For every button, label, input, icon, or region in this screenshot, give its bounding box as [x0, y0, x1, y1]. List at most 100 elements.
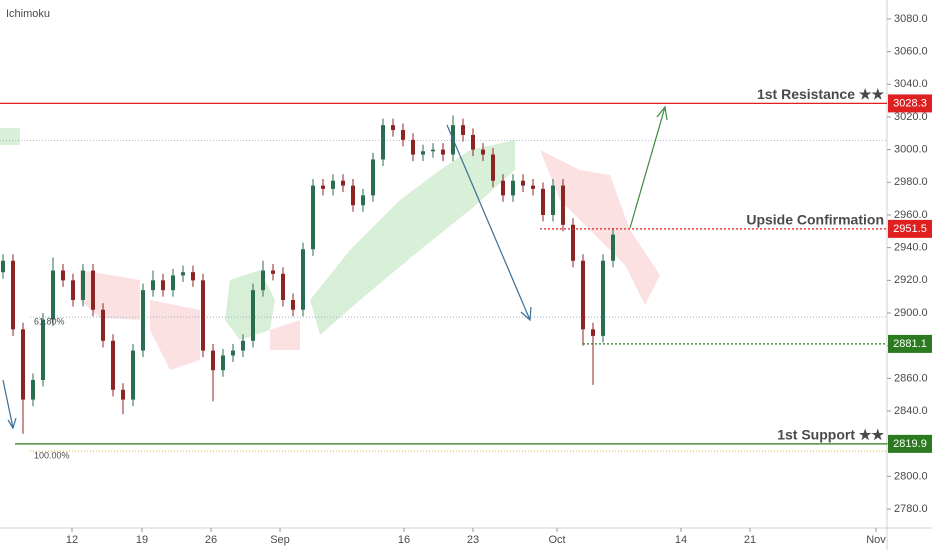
candle-body	[461, 125, 465, 135]
candle-body	[391, 125, 395, 131]
candle-body	[21, 329, 25, 400]
candle-body	[271, 270, 275, 274]
candle-body	[521, 180, 525, 186]
x-tick-label: 26	[205, 534, 217, 546]
y-tick-label: 3060.0	[894, 46, 928, 58]
y-tick-label: 3000.0	[894, 144, 928, 156]
candle-body	[301, 249, 305, 310]
candle-body	[191, 272, 195, 281]
candle-body	[551, 185, 555, 215]
candle-body	[31, 379, 35, 400]
x-tick-label: 21	[744, 534, 756, 546]
level-label: Upside Confirmation	[746, 212, 884, 228]
candle-body	[411, 139, 415, 155]
y-tick-label: 3080.0	[894, 13, 928, 25]
y-tick-label: 2920.0	[894, 274, 928, 286]
candle-body	[311, 185, 315, 250]
y-tick-label: 2840.0	[894, 405, 928, 417]
candle-body	[231, 350, 235, 356]
price-tag	[888, 219, 932, 238]
candle-body	[331, 180, 335, 189]
indicator-name: Ichimoku	[6, 8, 50, 20]
candle-body	[421, 151, 425, 155]
price-tag	[888, 434, 932, 453]
candle-body	[251, 290, 255, 341]
candle-body	[101, 309, 105, 341]
candle-body	[111, 340, 115, 390]
candle-body	[281, 273, 285, 300]
price-tag-label: 2819.9	[893, 438, 927, 450]
candle-body	[601, 260, 605, 336]
candle-body	[381, 125, 385, 160]
candle-body	[441, 149, 445, 155]
y-tick-label: 2860.0	[894, 372, 928, 384]
candle-body	[471, 134, 475, 150]
level-label: 1st Resistance ★★	[757, 86, 884, 102]
y-tick-label: 2780.0	[894, 503, 928, 515]
x-tick-label: Oct	[548, 534, 565, 546]
candle-body	[511, 180, 515, 196]
y-tick-label: 2960.0	[894, 209, 928, 221]
x-tick-label: 12	[66, 534, 78, 546]
y-tick-label: 3040.0	[894, 78, 928, 90]
candle-body	[581, 260, 585, 330]
candle-body	[221, 355, 225, 371]
candle-body	[571, 224, 575, 261]
x-tick-label: 16	[398, 534, 410, 546]
arrows	[2, 105, 668, 430]
candle-body	[131, 350, 135, 400]
candle-body	[501, 180, 505, 196]
candle-body	[361, 195, 365, 206]
ichimoku-cloud	[0, 128, 660, 370]
candle-body	[141, 290, 145, 351]
candle-body	[371, 159, 375, 196]
candle-body	[211, 350, 215, 371]
price-tag-label: 2881.1	[893, 338, 927, 350]
candle-body	[561, 185, 565, 225]
candle-body	[151, 280, 155, 291]
candle-body	[531, 185, 535, 189]
candle-body	[591, 329, 595, 336]
candle-body	[611, 234, 615, 261]
candle-body	[481, 149, 485, 155]
candle-body	[161, 280, 165, 291]
candle-body	[41, 319, 45, 380]
candle-body	[171, 275, 175, 291]
price-tag	[888, 94, 932, 113]
candle-body	[431, 149, 435, 152]
x-tick-label: Nov	[866, 534, 886, 546]
candle-body	[491, 154, 495, 181]
fib-label: 100.00%	[34, 450, 70, 460]
candle-body	[71, 280, 75, 300]
candle-body	[1, 260, 5, 273]
candle-body	[261, 270, 265, 291]
candle-body	[321, 185, 325, 189]
candle-body	[241, 340, 245, 351]
x-tick-label: 23	[467, 534, 479, 546]
fib-label: 61.80%	[34, 316, 65, 326]
x-tick-label: 14	[675, 534, 687, 546]
candle-body	[51, 270, 55, 320]
candle-body	[351, 185, 355, 206]
y-tick-label: 2980.0	[894, 176, 928, 188]
candle-body	[341, 180, 345, 186]
price-tag	[888, 334, 932, 353]
candle-body	[541, 188, 545, 215]
candle-body	[121, 389, 125, 400]
candle-body	[11, 260, 15, 330]
price-tag-label: 2951.5	[893, 223, 927, 235]
candle-body	[91, 270, 95, 310]
y-tick-label: 3020.0	[894, 111, 928, 123]
candle-body	[201, 280, 205, 351]
candle-body	[291, 299, 295, 310]
price-tag-label: 3028.3	[893, 97, 927, 109]
y-tick-label: 2800.0	[894, 470, 928, 482]
candle-body	[401, 130, 405, 140]
x-tick-label: Sep	[270, 534, 290, 546]
x-tick-label: 19	[136, 534, 148, 546]
level-label: 1st Support ★★	[777, 427, 884, 443]
candle-body	[61, 270, 65, 281]
candle-body	[181, 272, 185, 276]
